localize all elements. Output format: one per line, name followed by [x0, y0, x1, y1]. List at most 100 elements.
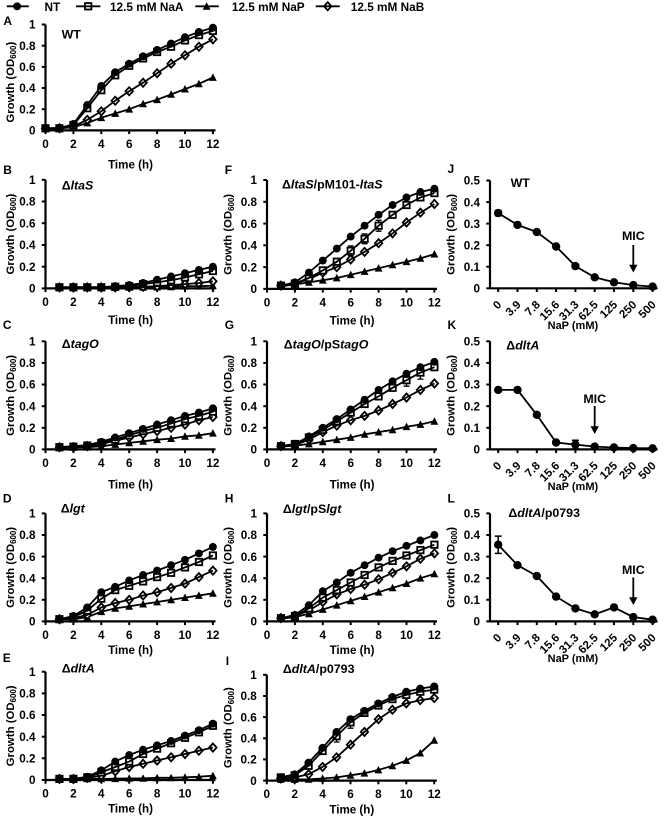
svg-text:12.5 mM NaB: 12.5 mM NaB [351, 0, 424, 14]
svg-text:12: 12 [428, 788, 442, 801]
svg-text:0.4: 0.4 [464, 357, 481, 370]
svg-text:0: 0 [250, 616, 257, 629]
svg-text:2: 2 [291, 788, 298, 801]
svg-text:0.6: 0.6 [19, 379, 36, 392]
svg-text:0.2: 0.2 [464, 239, 481, 252]
svg-text:4: 4 [98, 457, 105, 470]
svg-text:8: 8 [154, 296, 161, 309]
svg-text:0.4: 0.4 [241, 733, 258, 746]
svg-text:B: B [3, 163, 12, 177]
svg-text:0: 0 [473, 616, 480, 629]
svg-text:0: 0 [42, 629, 49, 642]
svg-text:12: 12 [428, 629, 442, 642]
svg-text:I: I [226, 654, 229, 668]
svg-text:NaP (mM): NaP (mM) [548, 481, 599, 493]
svg-text:10: 10 [178, 138, 192, 151]
svg-text:0.6: 0.6 [19, 551, 36, 564]
svg-text:1: 1 [250, 336, 257, 349]
svg-text:Growth (OD600): Growth (OD600) [446, 355, 459, 436]
svg-text:Time (h): Time (h) [330, 479, 375, 492]
svg-text:0.5: 0.5 [464, 175, 481, 188]
svg-text:10: 10 [400, 296, 414, 309]
svg-text:NaP (mM): NaP (mM) [548, 320, 599, 332]
svg-text:ΔdltA/p0793: ΔdltA/p0793 [508, 506, 580, 520]
svg-text:Growth (OD600): Growth (OD600) [223, 527, 236, 608]
svg-text:2: 2 [70, 788, 77, 801]
svg-text:2: 2 [292, 296, 299, 309]
svg-text:0: 0 [42, 457, 49, 470]
svg-text:Growth (OD600): Growth (OD600) [446, 527, 459, 608]
svg-text:0: 0 [250, 775, 257, 788]
svg-text:0.6: 0.6 [241, 551, 258, 564]
svg-text:0: 0 [264, 629, 271, 642]
svg-text:0: 0 [29, 444, 36, 457]
svg-text:MIC: MIC [622, 563, 645, 577]
svg-text:8: 8 [375, 629, 382, 642]
svg-text:4: 4 [98, 296, 105, 309]
svg-text:2: 2 [70, 629, 77, 642]
svg-text:8: 8 [375, 788, 382, 801]
svg-text:1: 1 [250, 508, 257, 521]
svg-text:Growth (OD600): Growth (OD600) [223, 194, 236, 275]
svg-text:Growth (OD600): Growth (OD600) [5, 193, 18, 274]
svg-text:0.1: 0.1 [464, 422, 481, 435]
svg-text:1: 1 [29, 666, 36, 679]
svg-text:ΔtagO: ΔtagO [62, 337, 99, 351]
svg-text:ΔltaS/pM101-ltaS: ΔltaS/pM101-ltaS [282, 178, 383, 192]
svg-text:0.4: 0.4 [464, 196, 481, 209]
svg-text:MIC: MIC [583, 392, 606, 406]
svg-text:10: 10 [178, 788, 192, 801]
svg-text:G: G [225, 318, 234, 332]
svg-text:0.8: 0.8 [241, 196, 258, 209]
svg-text:0.8: 0.8 [19, 529, 36, 542]
svg-text:8: 8 [375, 457, 382, 470]
svg-text:0.2: 0.2 [19, 261, 36, 274]
svg-text:10: 10 [178, 629, 192, 642]
svg-text:12: 12 [206, 138, 220, 151]
svg-text:0: 0 [473, 283, 480, 296]
svg-text:4: 4 [320, 296, 327, 309]
svg-text:Growth (OD600): Growth (OD600) [5, 355, 18, 436]
svg-text:0: 0 [42, 296, 49, 309]
svg-text:0.2: 0.2 [19, 594, 36, 607]
svg-text:0.8: 0.8 [241, 357, 258, 370]
svg-text:0.5: 0.5 [464, 508, 481, 521]
svg-text:0: 0 [250, 444, 257, 457]
svg-text:8: 8 [154, 788, 161, 801]
svg-text:6: 6 [126, 457, 133, 470]
svg-text:10: 10 [178, 457, 192, 470]
svg-text:WT: WT [511, 176, 531, 190]
svg-text:0.3: 0.3 [464, 218, 481, 231]
svg-text:0.2: 0.2 [19, 422, 36, 435]
svg-text:Time (h): Time (h) [108, 158, 153, 171]
svg-text:0.2: 0.2 [241, 594, 258, 607]
svg-text:A: A [3, 14, 12, 28]
svg-text:Growth (OD600): Growth (OD600) [5, 42, 18, 123]
svg-text:1: 1 [29, 508, 36, 521]
svg-text:0.4: 0.4 [19, 731, 36, 744]
svg-text:1: 1 [250, 669, 257, 682]
svg-text:0.3: 0.3 [464, 379, 481, 392]
svg-text:0: 0 [29, 774, 36, 787]
svg-text:8: 8 [154, 629, 161, 642]
svg-text:Growth (OD600): Growth (OD600) [223, 687, 236, 768]
svg-text:C: C [3, 318, 12, 332]
svg-text:0: 0 [42, 788, 49, 801]
svg-text:H: H [225, 491, 234, 505]
svg-text:WT: WT [62, 28, 82, 42]
svg-text:ΔdltA/p0793: ΔdltA/p0793 [283, 662, 355, 676]
svg-text:2: 2 [292, 457, 299, 470]
svg-text:0.2: 0.2 [464, 572, 481, 585]
svg-text:NT: NT [45, 0, 62, 14]
svg-text:Time (h): Time (h) [330, 644, 375, 657]
svg-text:D: D [3, 491, 12, 505]
svg-text:0.2: 0.2 [241, 261, 258, 274]
svg-text:10: 10 [178, 296, 192, 309]
svg-text:0.5: 0.5 [464, 336, 481, 349]
svg-text:0.8: 0.8 [241, 690, 258, 703]
svg-text:0.2: 0.2 [241, 754, 258, 767]
svg-text:10: 10 [400, 457, 414, 470]
svg-text:12: 12 [206, 296, 220, 309]
svg-text:ΔdltA: ΔdltA [506, 338, 539, 352]
svg-text:0.4: 0.4 [241, 400, 258, 413]
